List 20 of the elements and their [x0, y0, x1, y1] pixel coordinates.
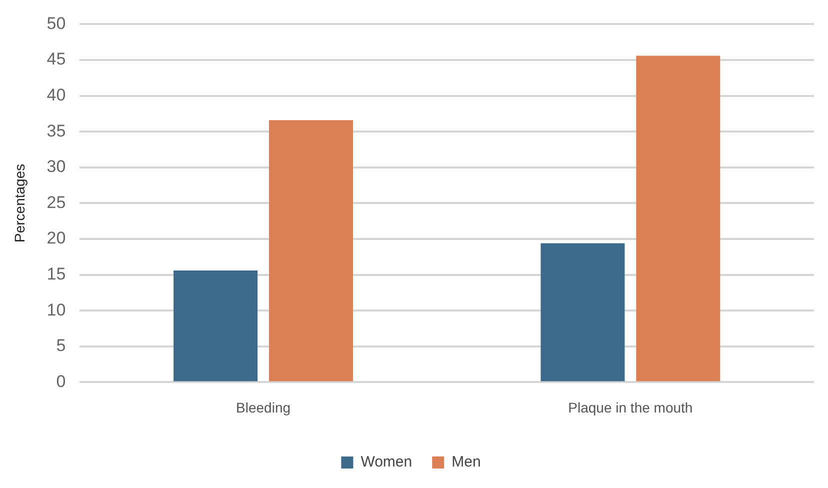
bar: [636, 56, 720, 382]
y-tick-label: 45: [46, 50, 66, 69]
y-axis-title: Percentages: [11, 164, 28, 243]
x-tick-label: Plaque in the mouth: [568, 399, 693, 416]
bar: [269, 120, 354, 382]
legend-label: Men: [452, 454, 481, 471]
y-tick-label: 15: [46, 264, 66, 284]
x-tick-label: Bleeding: [236, 399, 291, 416]
bar: [174, 270, 258, 382]
y-tick-label: 10: [46, 300, 66, 320]
y-tick-label: 35: [46, 121, 66, 140]
y-tick-label: 0: [56, 372, 66, 391]
y-tick-label: 30: [46, 157, 66, 176]
y-tick-label: 5: [56, 336, 66, 356]
bar: [540, 243, 625, 382]
y-tick-label: 20: [46, 228, 66, 248]
y-tick-label: 50: [46, 14, 66, 33]
legend-label: Women: [360, 454, 412, 471]
y-tick-label: 25: [46, 192, 66, 212]
y-tick-label: 40: [46, 85, 66, 104]
